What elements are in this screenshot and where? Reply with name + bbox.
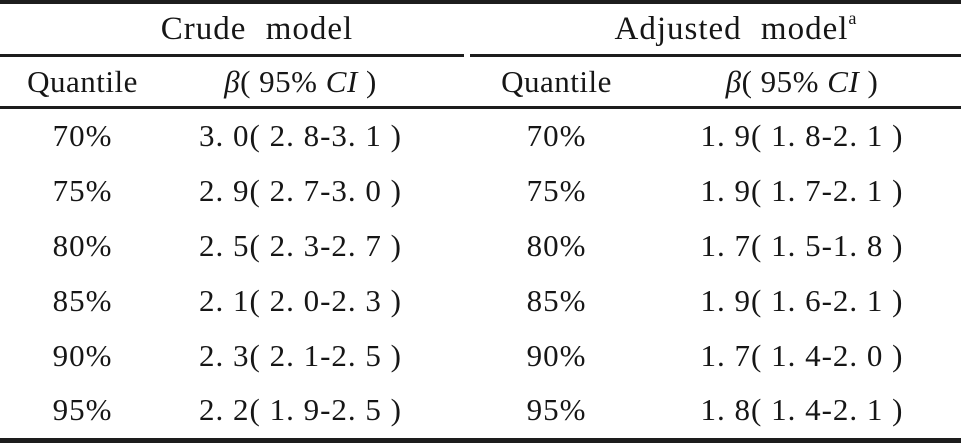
crude-beta-cell: 3. 0( 2. 8-3. 1 ): [199, 118, 402, 154]
crude-beta-cell: 2. 2( 1. 9-2. 5 ): [199, 392, 402, 428]
crude-quantile-cell: 95%: [52, 392, 113, 428]
crude-quantile-cell: 70%: [52, 118, 113, 154]
adjusted-quantile-cell: 70%: [526, 118, 587, 154]
crude-beta-cell: 2. 5( 2. 3-2. 7 ): [199, 227, 402, 263]
crude-beta-cell: 2. 1( 2. 0-2. 3 ): [199, 282, 402, 318]
beta-symbol: β: [725, 63, 742, 99]
crude-beta-cell: 2. 3( 2. 1-2. 5 ): [199, 337, 402, 373]
beta-header-post: ): [859, 63, 879, 99]
adjusted-quantile-column-header: Quantile: [501, 63, 612, 99]
adjusted-beta-cell: 1. 7( 1. 4-2. 0 ): [700, 337, 904, 373]
top-rule: [0, 0, 961, 4]
header-rule: [0, 106, 961, 109]
adjusted-beta-cell: 1. 7( 1. 5-1. 8 ): [700, 227, 904, 263]
adjusted-spanner-rule: [470, 54, 961, 57]
ci-label: CI: [325, 63, 358, 99]
table-grid: Crude model Adjusted model a Quantile β( …: [0, 4, 961, 438]
adjusted-beta-cell: 1. 9( 1. 7-2. 1 ): [700, 173, 904, 209]
beta-header-pre: ( 95%: [240, 63, 326, 99]
adjusted-beta-cell: 1. 8( 1. 4-2. 1 ): [700, 392, 904, 428]
bottom-rule: [0, 438, 961, 443]
adjusted-model-footnote-marker: a: [848, 7, 857, 28]
crude-beta-column-header: β( 95% CI ): [165, 54, 464, 109]
adjusted-beta-column-header: β( 95% CI ): [643, 54, 961, 109]
crude-model-group-header: Crude model: [0, 4, 464, 54]
beta-symbol: β: [224, 63, 241, 99]
adjusted-quantile-cell: 80%: [526, 227, 587, 263]
beta-header-post: ): [357, 63, 377, 99]
crude-beta-cell: 2. 9( 2. 7-3. 0 ): [199, 173, 402, 209]
ci-label: CI: [827, 63, 860, 99]
crude-model-title: Crude model: [160, 10, 354, 47]
adjusted-quantile-cell: 95%: [526, 392, 587, 428]
beta-header-pre: ( 95%: [741, 63, 828, 99]
crude-quantile-cell: 90%: [52, 337, 113, 373]
adjusted-quantile-cell: 90%: [526, 337, 587, 373]
crude-quantile-column-header: Quantile: [27, 63, 138, 99]
adjusted-model-group-header: Adjusted model a: [470, 4, 961, 54]
crude-quantile-cell: 80%: [52, 227, 113, 263]
crude-spanner-rule: [0, 54, 464, 57]
crude-quantile-cell: 85%: [52, 282, 113, 318]
adjusted-quantile-cell: 75%: [526, 173, 587, 209]
adjusted-beta-cell: 1. 9( 1. 6-2. 1 ): [700, 282, 904, 318]
adjusted-model-title: Adjusted model: [614, 10, 849, 47]
adjusted-quantile-cell: 85%: [526, 282, 587, 318]
adjusted-beta-cell: 1. 9( 1. 8-2. 1 ): [700, 118, 904, 154]
crude-quantile-cell: 75%: [52, 173, 113, 209]
